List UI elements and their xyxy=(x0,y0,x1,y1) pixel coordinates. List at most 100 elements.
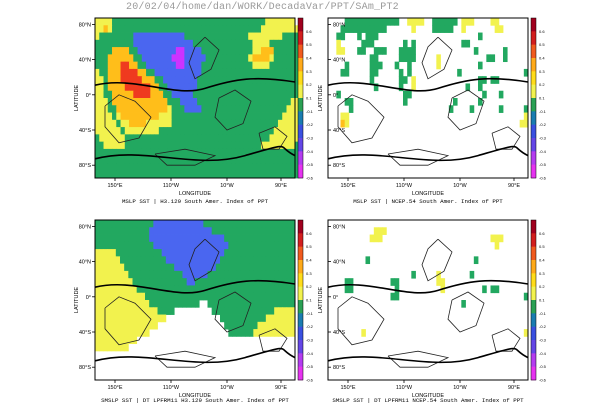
heatmap-cell xyxy=(188,98,194,106)
heatmap-cell xyxy=(277,148,283,157)
heatmap-cell xyxy=(239,83,245,92)
heatmap-cell xyxy=(295,68,300,77)
heatmap-cell xyxy=(205,170,211,179)
heatmap-cell xyxy=(290,76,296,84)
heatmap-cell xyxy=(140,300,146,308)
heatmap-cell xyxy=(197,119,202,128)
heatmap-cell xyxy=(124,220,129,228)
heatmap-cell xyxy=(394,285,400,294)
heatmap-cell xyxy=(99,134,104,143)
heatmap-cell xyxy=(215,285,221,294)
heatmap-cell xyxy=(107,163,113,172)
heatmap-cell xyxy=(295,32,300,41)
heatmap-cell xyxy=(248,141,253,150)
heatmap-cell xyxy=(178,227,183,235)
heatmap-cell xyxy=(136,329,142,337)
heatmap-cell xyxy=(253,329,258,337)
heatmap-cell xyxy=(128,292,133,301)
heatmap-cell xyxy=(235,170,241,179)
heatmap-cell xyxy=(290,119,296,128)
heatmap-cell xyxy=(129,148,134,157)
heatmap-cell xyxy=(273,170,279,179)
heatmap-cell xyxy=(357,32,362,41)
heatmap-cell xyxy=(158,54,164,63)
heatmap-cell xyxy=(232,263,238,272)
heatmap-cell xyxy=(161,249,167,257)
heatmap-cell xyxy=(99,263,104,272)
heatmap-cell xyxy=(207,278,213,286)
heatmap-cell xyxy=(103,270,108,279)
heatmap-cell xyxy=(103,163,109,172)
colorbar-label: -0.2 xyxy=(539,324,547,329)
heatmap-cell xyxy=(153,278,158,286)
heatmap-cell xyxy=(157,292,163,301)
heatmap-cell xyxy=(141,156,147,164)
heatmap-cell xyxy=(270,263,275,272)
heatmap-cell xyxy=(278,292,283,301)
heatmap-cell xyxy=(282,127,287,135)
heatmap-cell xyxy=(239,98,245,106)
heatmap-cell xyxy=(498,90,504,99)
heatmap-cell xyxy=(180,39,185,48)
heatmap-cell xyxy=(261,234,267,243)
heatmap-cell xyxy=(214,68,219,77)
heatmap-cell xyxy=(111,241,117,250)
heatmap-cell xyxy=(103,39,109,48)
heatmap-cell xyxy=(205,148,211,157)
heatmap-cell xyxy=(290,256,296,265)
heatmap-cell xyxy=(239,141,245,150)
heatmap-cell xyxy=(228,220,233,228)
heatmap-cell xyxy=(256,83,262,92)
heatmap-cell xyxy=(290,220,296,228)
heatmap-cell xyxy=(226,68,232,77)
heatmap-cell xyxy=(107,234,113,243)
map-frame xyxy=(94,17,296,179)
heatmap-cell xyxy=(261,249,267,257)
heatmap-cell xyxy=(369,18,375,26)
heatmap-cell xyxy=(240,329,246,337)
heatmap-cell xyxy=(239,61,245,70)
heatmap-cell xyxy=(290,134,296,143)
heatmap-cell xyxy=(273,83,279,92)
colorbar-label: 0.1 xyxy=(539,298,545,303)
heatmap-cell xyxy=(180,98,185,106)
heatmap-cell xyxy=(224,249,229,257)
heatmap-cell xyxy=(103,227,108,235)
heatmap-cell xyxy=(261,263,267,272)
heatmap-cell xyxy=(163,98,168,106)
colorbar-label: -0.1 xyxy=(306,311,314,316)
heatmap-cell xyxy=(278,285,283,294)
heatmap-cell xyxy=(171,18,177,26)
heatmap-cell xyxy=(120,163,126,172)
heatmap-cell xyxy=(249,241,254,250)
heatmap-cell xyxy=(161,307,167,315)
heatmap-cell xyxy=(170,292,175,301)
heatmap-cell xyxy=(215,227,221,235)
heatmap-cell xyxy=(273,119,279,128)
map-panel-1: 150°E 110°W 10°W 90°ELONGITUDE80°N40°N0°40°… xyxy=(74,17,314,205)
colorbar-swatch xyxy=(298,353,303,367)
heatmap-cell xyxy=(269,18,275,26)
heatmap-cell xyxy=(286,105,292,113)
heatmap-cell xyxy=(163,47,168,55)
heatmap-cell xyxy=(201,148,207,157)
heatmap-cell xyxy=(243,25,249,33)
heatmap-cell xyxy=(188,127,194,135)
heatmap-cell xyxy=(240,285,246,294)
heatmap-cell xyxy=(146,163,151,172)
heatmap-cell xyxy=(146,25,151,33)
heatmap-cell xyxy=(274,249,279,257)
y-tick-label: 0° xyxy=(86,93,91,99)
heatmap-cell xyxy=(290,263,296,272)
colorbar-swatch xyxy=(531,353,536,367)
heatmap-cell xyxy=(282,83,287,92)
heatmap-cell xyxy=(182,292,188,301)
heatmap-cell xyxy=(99,127,104,135)
heatmap-cell xyxy=(103,83,109,92)
heatmap-cell xyxy=(186,270,192,279)
heatmap-cell xyxy=(184,170,190,179)
heatmap-cell xyxy=(107,256,113,265)
heatmap-cell xyxy=(282,47,287,55)
heatmap-cell xyxy=(245,321,250,330)
heatmap-cell xyxy=(184,47,190,55)
